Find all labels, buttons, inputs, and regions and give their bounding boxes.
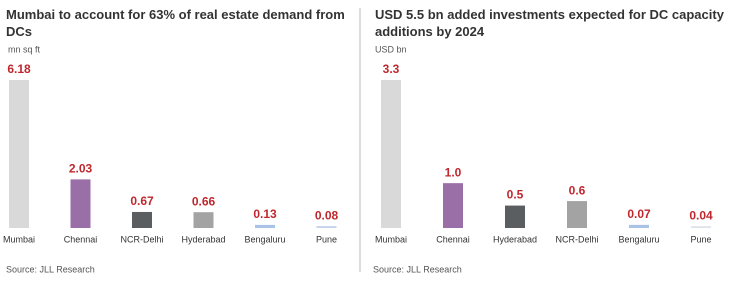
data-label: 0.07 [627, 207, 651, 221]
x-tick-label: Hyderabad [181, 234, 225, 244]
data-label: 0.13 [253, 207, 277, 221]
x-tick-label: Chennai [436, 234, 470, 244]
x-tick-label: NCR-Delhi [555, 234, 598, 244]
x-tick-label: NCR-Delhi [120, 234, 163, 244]
bar [132, 211, 152, 228]
bar [9, 80, 29, 228]
bar [316, 226, 337, 228]
bar [629, 224, 649, 228]
bar [443, 183, 463, 228]
chart-title: Mumbai to account for 63% of real estate… [6, 7, 345, 39]
bar [691, 226, 711, 228]
axis-label: USD bn [375, 44, 407, 54]
source: Source: JLL Research [373, 264, 462, 274]
x-tick-label: Mumbai [375, 234, 407, 244]
source: Source: JLL Research [6, 264, 95, 274]
data-label: 6.18 [7, 62, 31, 76]
data-label: 0.67 [130, 194, 154, 208]
x-tick-label: Pune [690, 234, 711, 244]
data-label: 0.6 [569, 183, 586, 197]
data-label: 0.5 [507, 188, 524, 202]
x-tick-label: Bengaluru [244, 234, 285, 244]
data-label: 1.0 [445, 165, 462, 179]
data-label: 0.66 [192, 194, 216, 208]
axis-label: mn sq ft [8, 44, 41, 54]
bar [505, 205, 525, 228]
bar [193, 212, 214, 228]
data-label: 2.03 [69, 162, 93, 176]
bar [567, 201, 587, 228]
data-label: 3.3 [383, 62, 400, 76]
data-label: 0.08 [315, 208, 339, 222]
bar [70, 179, 91, 228]
bar [381, 80, 401, 228]
chart-title: USD 5.5 bn added investments expected fo… [375, 7, 724, 39]
x-tick-label: Pune [316, 234, 337, 244]
x-tick-label: Chennai [64, 234, 98, 244]
x-tick-label: Bengaluru [618, 234, 659, 244]
x-tick-label: Mumbai [3, 234, 35, 244]
x-tick-label: Hyderabad [493, 234, 537, 244]
data-label: 0.04 [689, 208, 713, 222]
bar [255, 224, 275, 228]
